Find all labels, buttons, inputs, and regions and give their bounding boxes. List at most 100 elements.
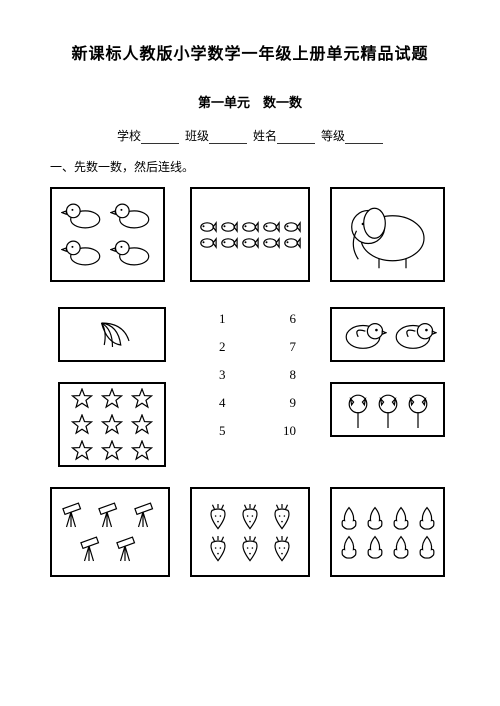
star-icon bbox=[71, 388, 93, 410]
duck-icon bbox=[110, 199, 154, 233]
box-telescopes bbox=[50, 487, 170, 577]
star-icon bbox=[71, 388, 93, 410]
num-7: 7 bbox=[290, 333, 297, 361]
telescope-icon bbox=[113, 534, 143, 564]
star-icon bbox=[101, 440, 123, 462]
bird-icon bbox=[389, 316, 437, 354]
duck-icon bbox=[110, 236, 154, 270]
candy-icon bbox=[408, 390, 428, 430]
candy-icon bbox=[348, 390, 368, 430]
fish-icon bbox=[241, 220, 259, 234]
bird-icon bbox=[339, 316, 387, 354]
student-info-line: 学校 班级 姓名 等级 bbox=[50, 127, 450, 144]
fire-icon bbox=[338, 505, 360, 531]
fish-icon bbox=[220, 220, 238, 234]
unit-subtitle: 第一单元 数一数 bbox=[50, 92, 450, 111]
fish-icon bbox=[283, 220, 301, 234]
strawberry-icon bbox=[238, 534, 262, 562]
star-icon bbox=[131, 414, 153, 436]
telescope-icon bbox=[131, 500, 161, 530]
label-school: 学校 bbox=[117, 127, 141, 144]
field-name[interactable] bbox=[277, 130, 315, 144]
box-birds bbox=[330, 307, 445, 362]
number-columns: 16 27 38 49 510 bbox=[205, 305, 310, 445]
strawberry-icon bbox=[238, 534, 262, 562]
num-9: 9 bbox=[290, 389, 297, 417]
fire-icon bbox=[390, 505, 412, 531]
star-icon bbox=[131, 440, 153, 462]
field-class[interactable] bbox=[209, 130, 247, 144]
num-2: 2 bbox=[219, 333, 226, 361]
candy-icon bbox=[408, 390, 428, 430]
fire-icon bbox=[364, 534, 386, 560]
box-fires bbox=[330, 487, 445, 577]
duck-icon bbox=[61, 236, 105, 270]
star-icon bbox=[101, 414, 123, 436]
strawberry-icon bbox=[270, 502, 294, 530]
telescope-icon bbox=[131, 500, 161, 530]
duck-icon bbox=[110, 199, 154, 233]
banana-bunch-icon bbox=[85, 315, 140, 355]
strawberry-icon bbox=[238, 502, 262, 530]
duck-icon bbox=[61, 199, 105, 233]
num-3: 3 bbox=[219, 361, 226, 389]
fire-icon bbox=[338, 505, 360, 531]
fire-icon bbox=[416, 534, 438, 560]
star-icon bbox=[71, 414, 93, 436]
box-fish bbox=[190, 187, 310, 282]
fire-icon bbox=[338, 534, 360, 560]
fish-icon bbox=[220, 220, 238, 234]
strawberry-icon bbox=[206, 534, 230, 562]
strawberry-icon bbox=[206, 534, 230, 562]
fire-icon bbox=[416, 534, 438, 560]
star-icon bbox=[131, 388, 153, 410]
instruction-text: 一、先数一数，然后连线。 bbox=[50, 158, 450, 175]
box-ducks bbox=[50, 187, 165, 282]
num-8: 8 bbox=[290, 361, 297, 389]
box-strawberries bbox=[190, 487, 310, 577]
fish-icon bbox=[220, 236, 238, 250]
label-class: 班级 bbox=[185, 127, 209, 144]
fish-icon bbox=[262, 220, 280, 234]
strawberry-icon bbox=[206, 502, 230, 530]
fish-icon bbox=[199, 220, 217, 234]
box-candy bbox=[330, 382, 445, 437]
elephant-icon bbox=[343, 197, 433, 272]
strawberry-icon bbox=[206, 502, 230, 530]
strawberry-icon bbox=[238, 502, 262, 530]
telescope-icon bbox=[77, 534, 107, 564]
star-icon bbox=[131, 388, 153, 410]
fish-icon bbox=[283, 236, 301, 250]
num-1: 1 bbox=[219, 305, 226, 333]
duck-icon bbox=[61, 199, 105, 233]
box-elephant bbox=[330, 187, 445, 282]
label-grade: 等级 bbox=[321, 127, 345, 144]
fish-icon bbox=[283, 220, 301, 234]
fish-icon bbox=[241, 236, 259, 250]
star-icon bbox=[101, 388, 123, 410]
field-school[interactable] bbox=[141, 130, 179, 144]
fire-icon bbox=[364, 534, 386, 560]
worksheet-area: 16 27 38 49 510 bbox=[50, 187, 450, 617]
bird-icon bbox=[389, 316, 437, 354]
box-bananas bbox=[58, 307, 166, 362]
telescope-icon bbox=[95, 500, 125, 530]
star-icon bbox=[71, 414, 93, 436]
fish-icon bbox=[241, 220, 259, 234]
duck-icon bbox=[61, 236, 105, 270]
num-4: 4 bbox=[219, 389, 226, 417]
strawberry-icon bbox=[270, 534, 294, 562]
star-icon bbox=[101, 388, 123, 410]
fish-icon bbox=[199, 220, 217, 234]
candy-icon bbox=[378, 390, 398, 430]
fire-icon bbox=[416, 505, 438, 531]
page-title: 新课标人教版小学数学一年级上册单元精品试题 bbox=[50, 40, 450, 64]
candy-icon bbox=[348, 390, 368, 430]
star-icon bbox=[101, 414, 123, 436]
field-grade[interactable] bbox=[345, 130, 383, 144]
duck-icon bbox=[110, 236, 154, 270]
label-name: 姓名 bbox=[253, 127, 277, 144]
telescope-icon bbox=[59, 500, 89, 530]
box-stars bbox=[58, 382, 166, 467]
candy-icon bbox=[378, 390, 398, 430]
